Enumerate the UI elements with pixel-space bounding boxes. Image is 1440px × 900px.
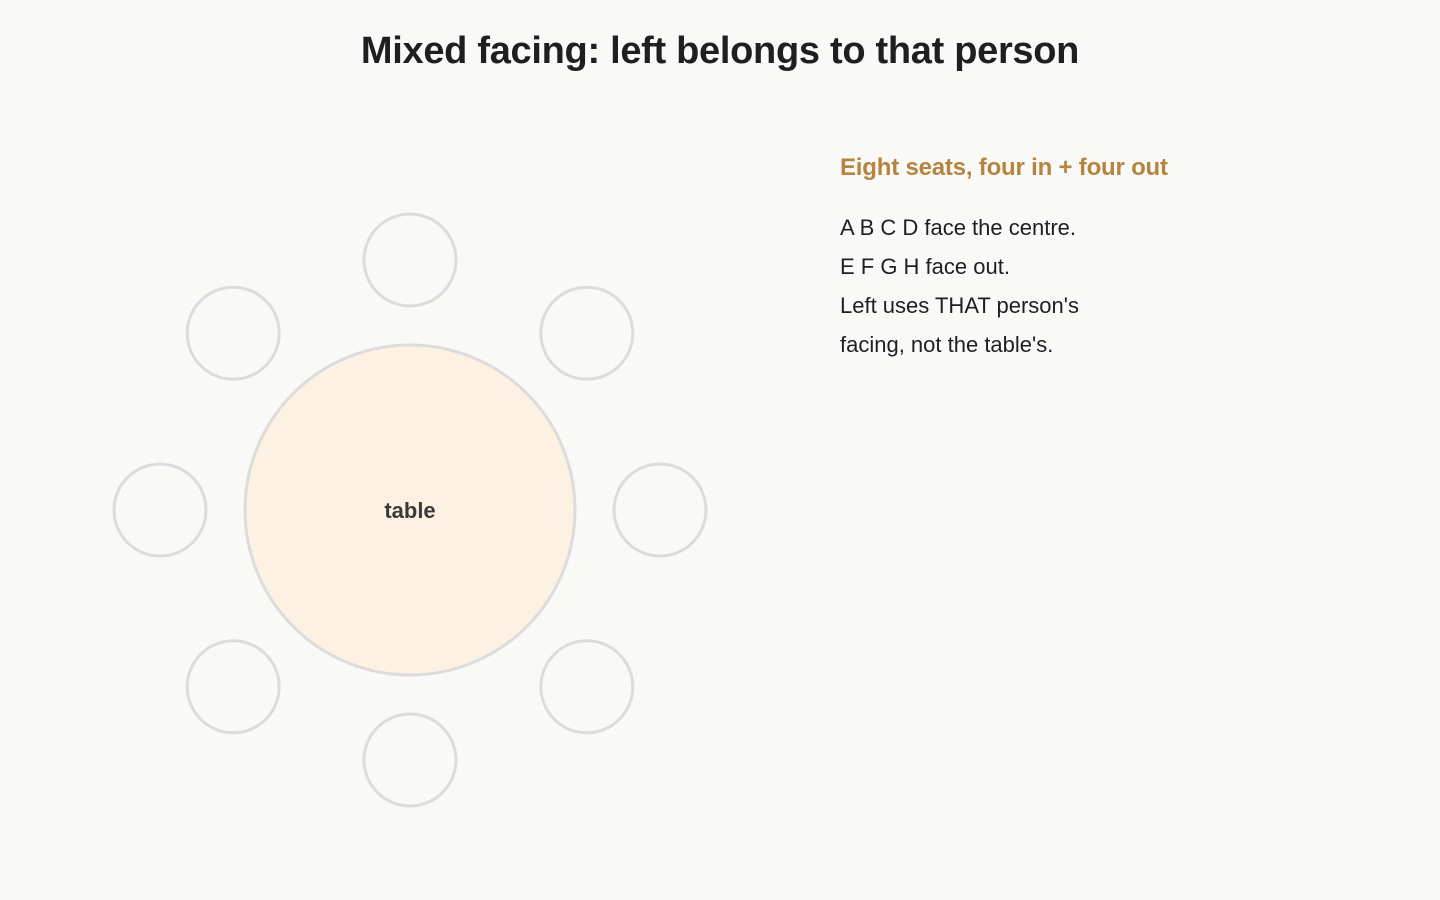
seats-group xyxy=(112,212,708,808)
panel-heading: Eight seats, four in + four out xyxy=(840,154,1168,181)
page-title: Mixed facing: left belongs to that perso… xyxy=(360,30,1080,72)
seat-circle xyxy=(362,712,458,808)
seat-circle xyxy=(112,462,208,558)
table-label: table xyxy=(384,498,435,523)
table-circle xyxy=(243,343,577,677)
seat-circle xyxy=(539,639,635,735)
seating-diagram: table xyxy=(112,212,708,808)
panel-line: A B C D face the centre. xyxy=(840,215,1077,240)
seat-circle xyxy=(612,462,708,558)
panel-text: A B C D face the centre. E F G H face ou… xyxy=(840,208,1400,364)
seat-circle xyxy=(362,212,458,308)
panel-line: Left uses THAT person's xyxy=(840,293,1079,318)
panel-line: E F G H face out. xyxy=(840,254,1010,279)
seat-circle xyxy=(185,285,281,381)
seat-circle xyxy=(539,285,635,381)
seat-circle xyxy=(185,639,281,735)
info-panel: Eight seats, four in + four out A B C D … xyxy=(840,154,1400,364)
panel-line: facing, not the table's. xyxy=(840,332,1054,357)
